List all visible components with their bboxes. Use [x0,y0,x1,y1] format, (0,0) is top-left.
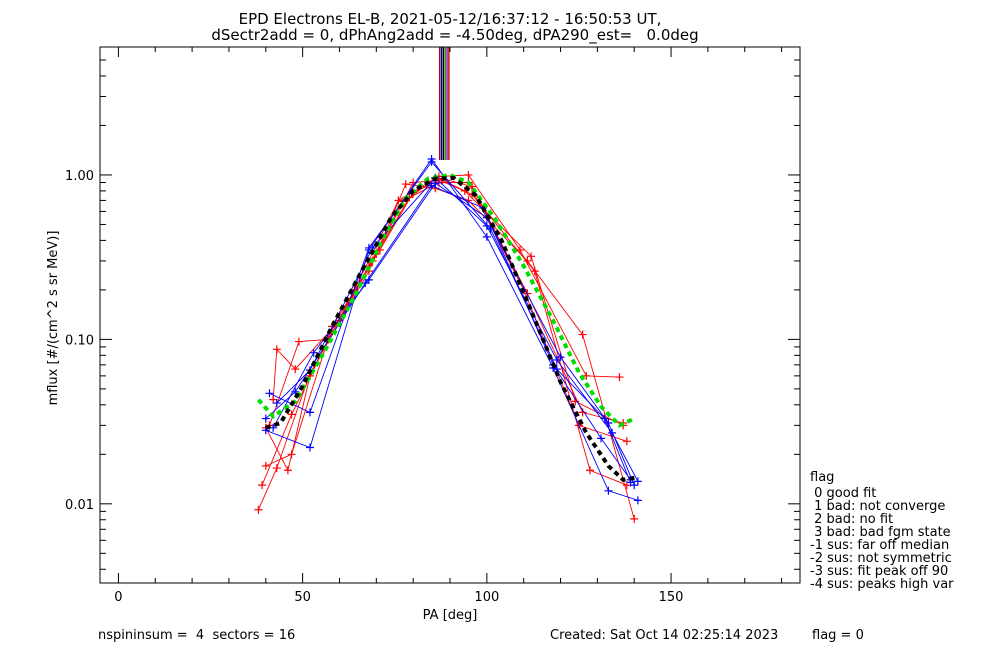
data-point [630,481,639,490]
data-point [269,395,278,404]
series-line [276,177,639,482]
data-point [261,414,270,423]
data-point [261,461,270,470]
series-line [265,175,639,482]
legend-item: -3 sus: fit peak off 90 [810,564,948,579]
data-point [283,466,292,475]
legend-item: 3 bad: bad fgm state [810,525,951,540]
data-point [516,245,524,254]
data-point [527,252,536,261]
x-axis-label: PA [deg] [423,608,478,623]
series-line [261,182,627,486]
series-line [269,179,627,486]
series-line [256,172,636,428]
data-point [306,408,314,417]
data-point [287,410,296,419]
series-line [269,161,631,483]
series-5 [261,174,628,475]
data-point [633,496,642,505]
data-point [291,365,300,374]
data-point [604,486,613,495]
data-point [468,182,477,191]
series-9 [261,181,635,484]
data-point [633,477,642,486]
x-tick-label: 100 [474,590,499,605]
series-group [254,155,642,523]
data-point [578,330,587,339]
series-line [265,178,624,467]
data-point [254,505,263,514]
vertical-markers [438,47,450,160]
data-point [604,419,613,428]
y-axis: 0.01 0.10 1.00 [65,46,800,570]
data-point [401,180,410,189]
data-point [294,337,303,346]
footer-flag: flag = 0 [812,628,864,643]
legend-heading: flag [810,470,834,485]
x-tick-label: 50 [294,590,311,605]
data-point [622,437,631,446]
series-4 [269,170,624,404]
chart-title: EPD Electrons EL-B, 2021-05-12/16:37:12 … [239,10,662,28]
footer-nspin-sectors: nspininsum = 4 sectors = 16 [98,628,295,643]
data-point [630,514,639,523]
data-point [258,481,267,490]
data-point [272,345,281,354]
y-axis-label: mflux [#/(cm^2 s sr MeV)] [46,231,61,406]
data-point [586,466,594,475]
x-axis: 0 50 100 150 [114,47,783,605]
data-point [615,373,624,382]
data-point [482,221,491,230]
data-point [361,279,370,288]
series-1 [258,178,631,490]
data-point [482,232,491,241]
data-point [309,348,318,357]
x-tick-label: 150 [659,590,684,605]
data-point [464,170,473,179]
y-tick-label: 0.01 [65,498,94,513]
series-line [265,178,624,472]
legend-item: -1 sus: far off median [810,538,949,553]
legend-item: 1 bad: not converge [810,499,945,514]
data-point [552,355,561,364]
series-3 [265,176,631,490]
data-point [427,157,436,166]
data-point [272,464,281,473]
series-7 [265,157,635,487]
data-point [582,371,591,380]
y-tick-label: 0.10 [65,333,94,348]
data-point [597,434,606,443]
data-point [265,389,274,398]
data-point [608,428,617,437]
series-12 [265,175,639,482]
legend-item: -2 sus: not symmetric [810,551,952,566]
data-point [394,196,403,205]
series-line [265,158,639,501]
data-point [306,443,314,452]
y-tick-label: 1.00 [65,169,94,184]
flag-legend: flag 0 good fit 1 bad: not converge 2 ba… [810,470,954,592]
data-point [272,399,281,408]
series-11 [256,172,636,428]
legend-item: -4 sus: peaks high var [810,577,954,592]
plot-frame [99,46,801,584]
series-line [272,174,620,400]
footer-created: Created: Sat Oct 14 02:25:14 2023 [550,628,778,643]
data-point [427,181,436,190]
legend-item: 2 bad: no fit [810,512,893,527]
legend-item: 0 good fit [810,486,876,501]
series-line [265,185,631,481]
chart-subtitle: dSectr2add = 0, dPhAng2add = -4.50deg, d… [211,26,698,45]
series-10 [272,173,642,486]
x-tick-label: 0 [114,590,122,605]
